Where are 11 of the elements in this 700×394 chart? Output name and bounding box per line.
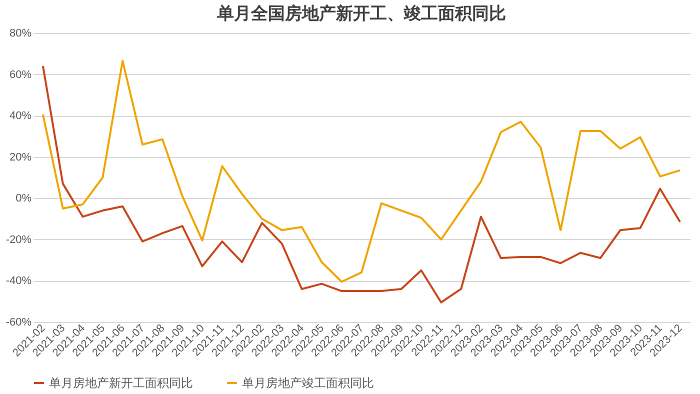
y-tick-label: 20% [9, 151, 32, 164]
legend-label: 单月房地产竣工面积同比 [242, 376, 374, 390]
y-tick-label: -60% [6, 316, 32, 328]
y-tick-label: 40% [9, 110, 32, 122]
y-tick-label: -20% [6, 234, 32, 246]
legend-label: 单月房地产新开工面积同比 [49, 376, 193, 390]
y-tick-label: 0% [16, 192, 32, 205]
chart-title: 单月全国房地产新开工、竣工面积同比 [216, 4, 506, 23]
y-tick-label: -40% [6, 275, 32, 288]
y-tick-label: 80% [9, 28, 32, 40]
y-tick-label: 60% [9, 68, 32, 81]
